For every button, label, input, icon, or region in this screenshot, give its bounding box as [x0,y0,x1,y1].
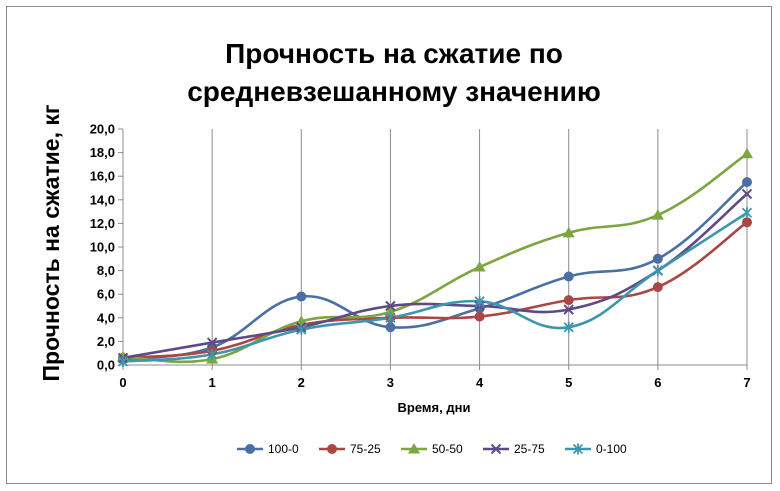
legend-marker-75-25 [328,445,337,454]
x-axis-label: Время, дни [398,400,471,415]
y-tick-label-4: 8,0 [97,263,115,278]
data-point-100-0-2 [297,292,306,301]
legend-label-50-50: 50-50 [432,442,463,456]
x-tick-label-4: 4 [476,375,484,390]
y-tick-label-0: 0,0 [97,358,115,373]
data-point-75-25-6 [653,283,662,292]
legend-label-0-100: 0-100 [596,442,627,456]
y-tick-label-6: 12,0 [90,216,115,231]
data-point-100-0-7 [743,178,752,187]
x-tick-label-5: 5 [565,375,572,390]
data-point-100-0-6 [653,254,662,263]
y-tick-label-7: 14,0 [90,192,115,207]
y-axis-label: Прочность на сжатие, кг [38,105,64,382]
legend-label-75-25: 75-25 [350,442,381,456]
y-tick-label-5: 10,0 [90,240,115,255]
y-tick-label-3: 6,0 [97,287,115,302]
x-tick-label-2: 2 [298,375,305,390]
data-point-100-0-5 [564,272,573,281]
legend-label-100-0: 100-0 [268,442,299,456]
x-tick-label-3: 3 [387,375,394,390]
data-point-75-25-5 [564,296,573,305]
x-tick-label-7: 7 [743,375,750,390]
data-point-100-0-3 [386,323,395,332]
x-tick-label-1: 1 [209,375,216,390]
chart-frame: Прочность на сжатие по средневзешанному … [6,6,772,484]
legend: 100-0 75-25 50-50 25-75 0-100 [237,442,627,456]
y-tick-label-8: 16,0 [90,169,115,184]
chart-title-line-2: средневзешанному значению [187,76,601,107]
legend-marker-100-0 [246,445,255,454]
y-tick-label-2: 4,0 [97,310,115,325]
data-point-75-25-7 [743,218,752,227]
chart-title-line-1: Прочность на сжатие по [225,38,563,69]
legend-label-25-75: 25-75 [514,442,545,456]
plot-area: 0,0 2,0 4,0 6,0 8,0 10,0 12,0 14,0 16,0 18,0 20,0 0… [90,122,753,391]
plot-background [123,129,747,365]
y-tick-label-9: 18,0 [90,145,115,160]
chart: Прочность на сжатие по средневзешанному … [7,7,773,485]
y-tick-label-10: 20,0 [90,122,115,137]
x-tick-label-0: 0 [119,375,126,390]
y-tick-label-1: 2,0 [97,334,115,349]
x-tick-label-6: 6 [654,375,661,390]
data-point-75-25-4 [475,312,484,321]
